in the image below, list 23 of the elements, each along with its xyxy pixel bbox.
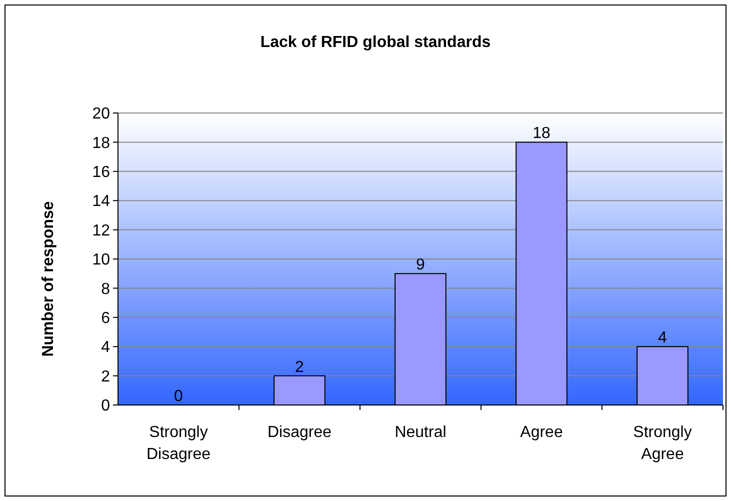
y-tick-label: 2 [101, 368, 110, 386]
y-tick-label: 8 [101, 280, 110, 298]
y-tick-label: 20 [92, 106, 110, 123]
y-tick-label: 6 [101, 310, 110, 327]
y-tick-label: 12 [92, 222, 110, 240]
chart-title: Lack of RFID global standards [260, 34, 491, 51]
x-tick-label: Neutral [394, 424, 446, 441]
data-label: 18 [532, 125, 550, 142]
y-tick-label: 10 [92, 252, 110, 269]
x-tick-label: Strongly Disagree [146, 424, 211, 463]
data-label: 2 [295, 358, 304, 376]
x-tick-label: Agree [520, 424, 563, 441]
y-tick-label: 0 [101, 398, 110, 415]
data-label: 4 [658, 330, 668, 347]
x-tick-label: Disagree [267, 424, 332, 441]
data-label: 9 [416, 256, 426, 274]
y-axis-title: Number of response [40, 201, 57, 357]
y-tick-label: 16 [92, 164, 110, 181]
y-tick-label: 14 [92, 193, 110, 210]
x-tick-label: Strongly Agree [633, 424, 692, 463]
data-label: 0 [174, 388, 184, 405]
y-tick-label: 18 [92, 134, 110, 152]
y-tick-label: 4 [101, 339, 110, 356]
